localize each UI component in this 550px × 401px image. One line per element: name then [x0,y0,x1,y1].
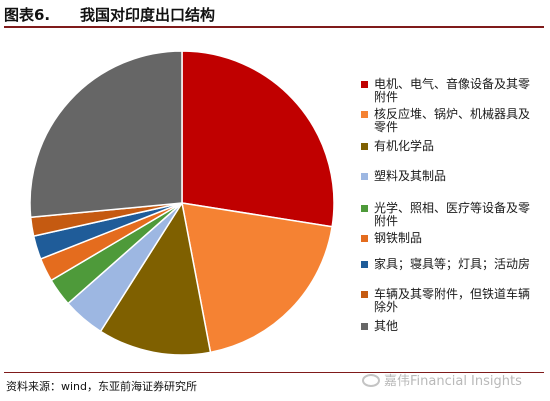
legend-label-2: 有机化学品 [374,139,435,153]
legend-swatch-8 [361,323,368,330]
legend-swatch-1 [361,111,368,118]
pie-slice-1 [181,202,333,354]
pie-slice-8 [29,50,183,219]
watermark: 嘉伟Financial Insights [362,370,522,389]
figure-title: 我国对印度出口结构 [80,6,216,24]
pie-slice-0 [181,50,335,228]
legend-swatch-0 [361,81,368,88]
legend-swatch-5 [361,235,368,242]
legend-label-1: 核反应堆、锅炉、机械器具及零件 [374,107,531,134]
legend-label-8: 其他 [374,319,399,333]
figure-header: 图表6. 我国对印度出口结构 [0,0,550,27]
wechat-icon [362,374,380,387]
legend-label-3: 塑料及其制品 [374,169,447,183]
pie-chart [29,50,335,356]
legend-swatch-6 [361,261,368,268]
figure-label: 图表6. [4,6,51,24]
legend-swatch-7 [361,291,368,298]
legend-label-7: 车辆及其零附件，但铁道车辆除外 [374,287,531,314]
header-divider [4,26,544,28]
legend-swatch-4 [361,205,368,212]
legend-label-5: 钢铁制品 [374,231,423,245]
legend-label-0: 电机、电气、音像设备及其零附件 [374,77,531,104]
watermark-text: 嘉伟Financial Insights [384,374,522,389]
pie-slice-2 [99,200,212,356]
legend-label-4: 光学、照相、医疗等设备及零附件 [374,201,531,228]
legend-label-6: 家具；寝具等；灯具；活动房 [374,257,531,271]
legend-swatch-2 [361,143,368,150]
source-note: 资料来源：wind，东亚前海证券研究所 [6,380,198,393]
footer-divider [4,372,544,373]
legend-swatch-3 [361,173,368,180]
